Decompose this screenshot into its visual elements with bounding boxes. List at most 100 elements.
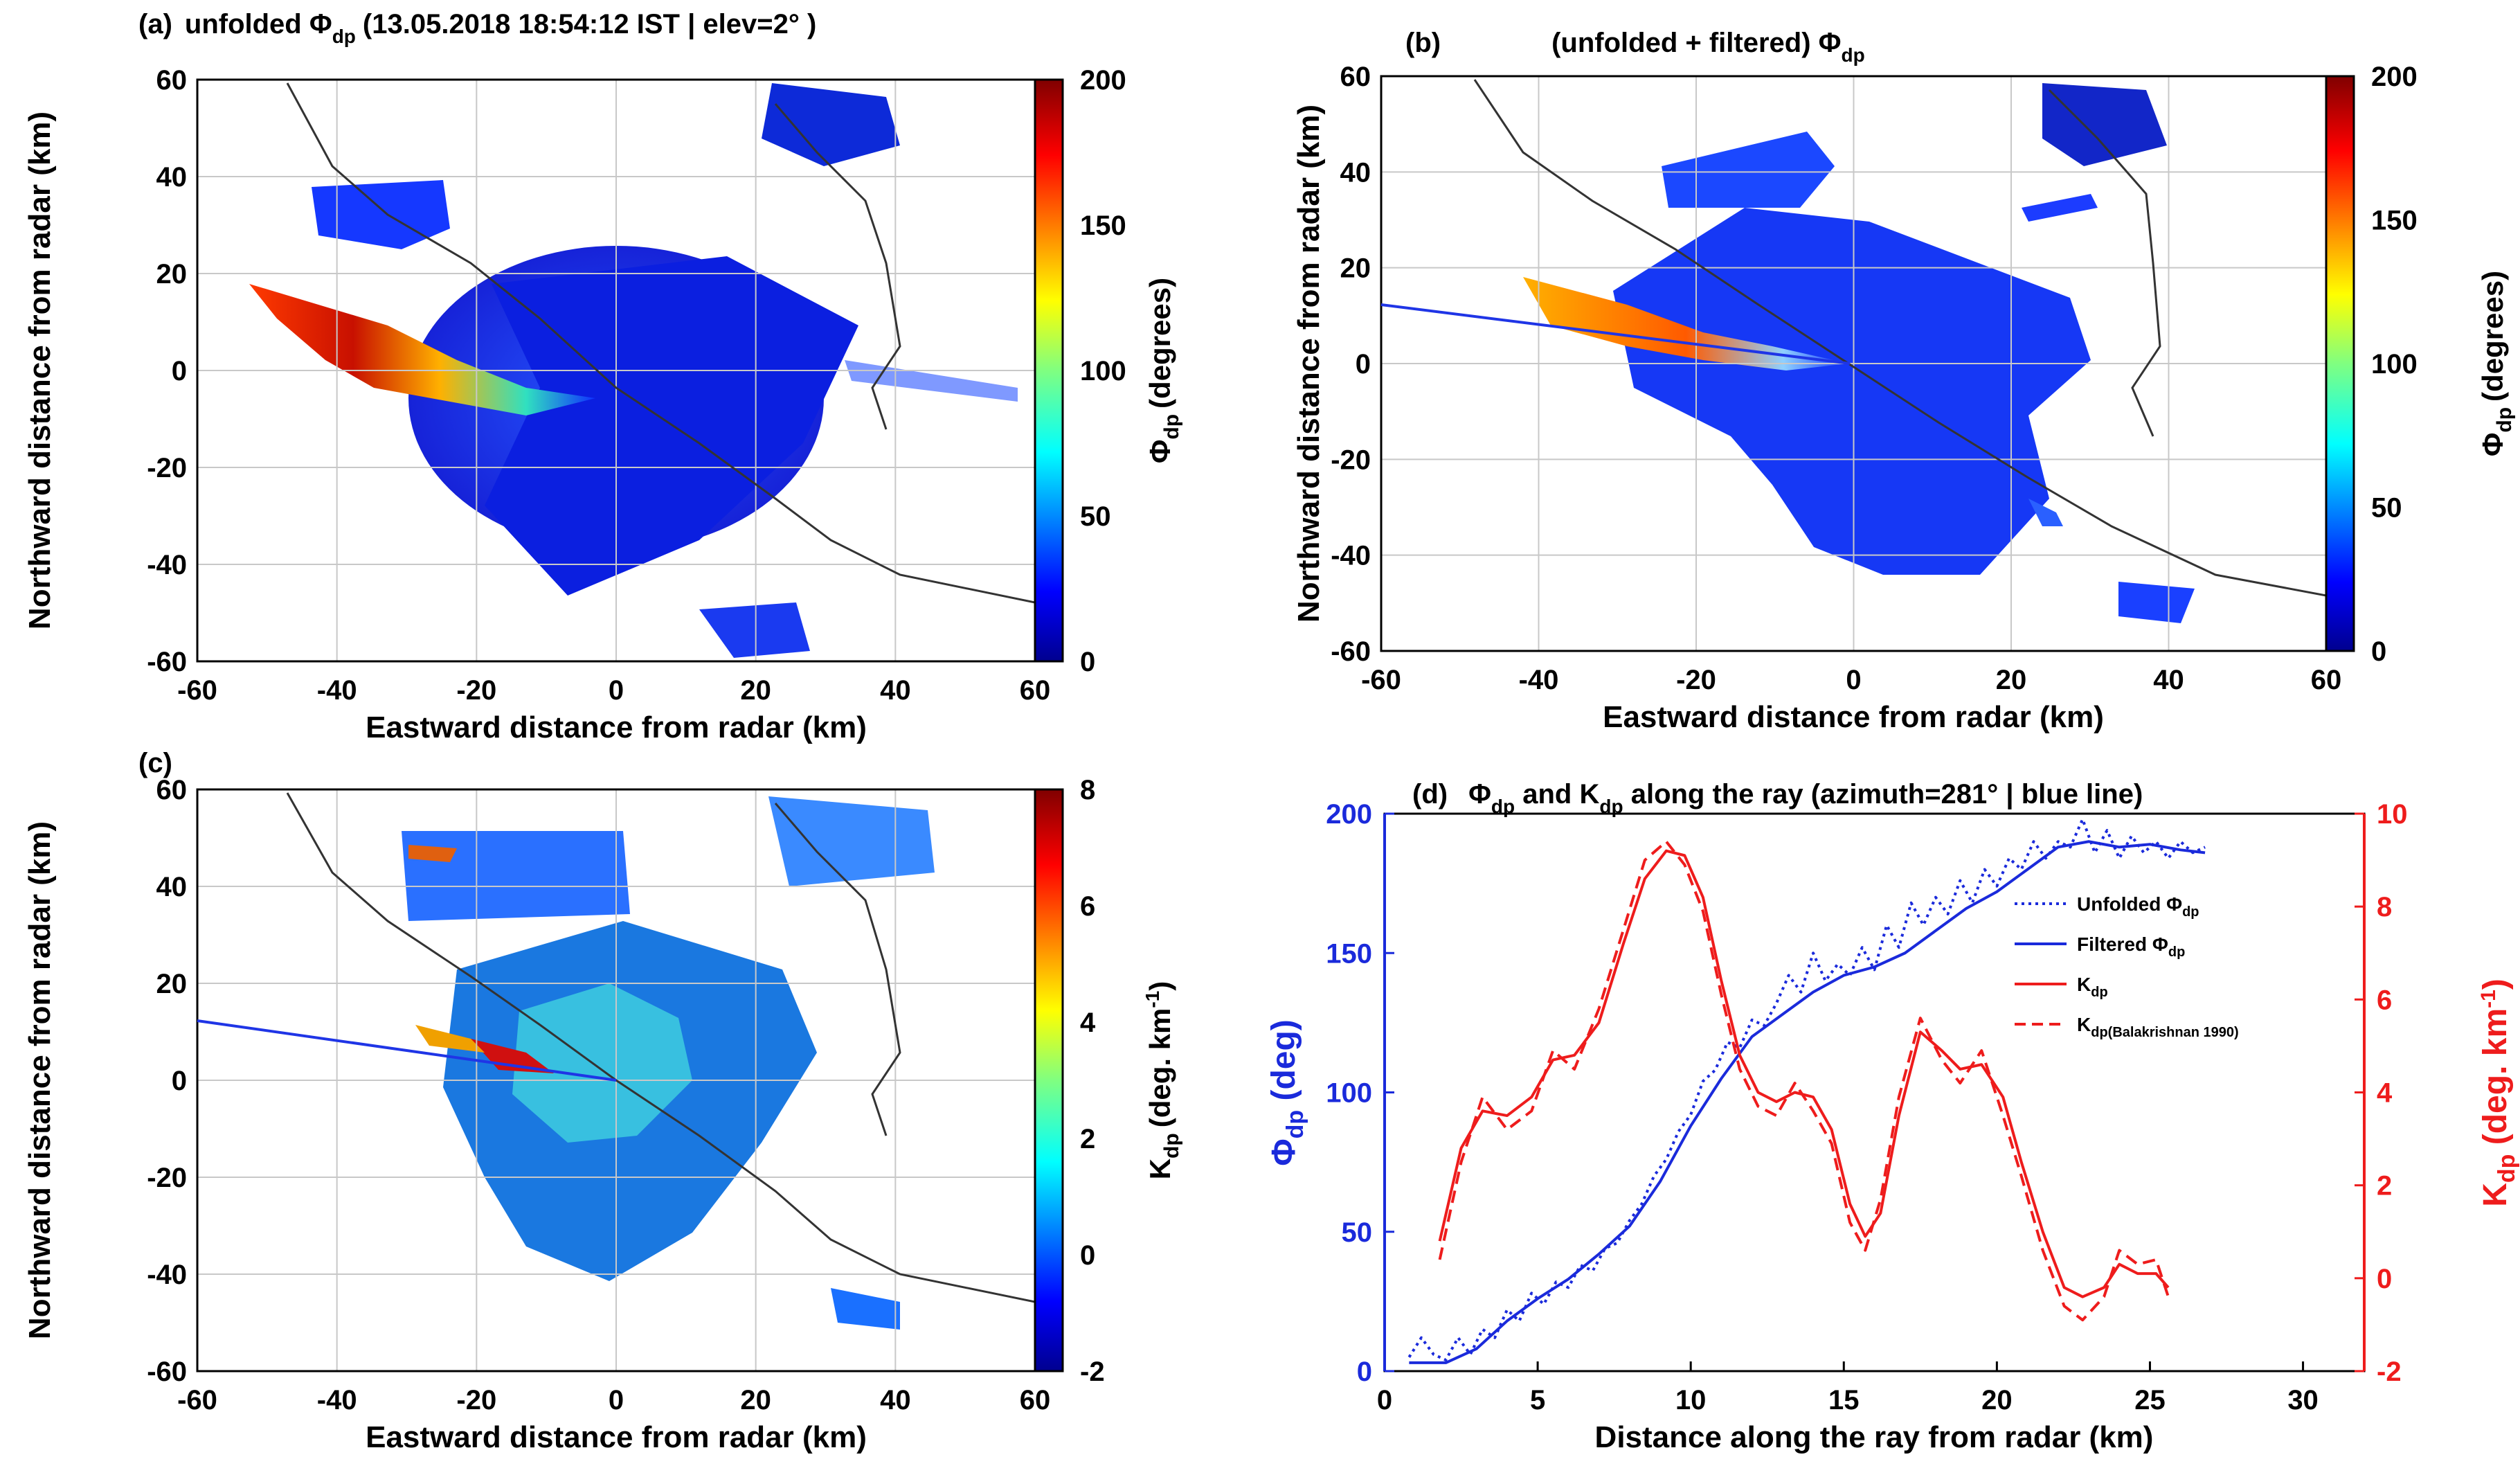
legend-label: Filtered Φdp xyxy=(2077,933,2185,960)
y-right-tick-label: 8 xyxy=(2377,892,2392,922)
y-tick-label: 40 xyxy=(156,872,188,902)
colorbar-tick-label: 200 xyxy=(2371,62,2418,92)
panel-d-axes: 0 5 10 15 20 25 30 0 50 100 150 200 -2 0 2 4 6 8 10 xyxy=(1326,799,2407,1415)
x-tick-label: 0 xyxy=(609,675,624,706)
colorbar-tick-label: 0 xyxy=(1080,1240,1095,1271)
colorbar-tick-label: 50 xyxy=(1080,501,1111,532)
panel-b-xlabel: Eastward distance from radar (km) xyxy=(1603,700,2104,734)
panel-d-xlabel: Distance along the ray from radar (km) xyxy=(1595,1420,2154,1454)
panel-d-ylabel-left: Φdp (deg) xyxy=(1266,1019,1308,1166)
y-right-tick-label: 6 xyxy=(2377,985,2392,1015)
colorbar-tick-label: 4 xyxy=(1080,1008,1096,1038)
panel-b-title: (b) (unfolded + filtered) Φdp xyxy=(1405,28,1865,66)
x-tick-label: -20 xyxy=(456,675,496,706)
x-tick-label: -60 xyxy=(177,1385,217,1415)
y-tick-label: -60 xyxy=(147,647,187,677)
x-tick-label: 40 xyxy=(880,675,911,706)
x-tick-label: 0 xyxy=(609,1385,624,1415)
x-tick-label: 15 xyxy=(1828,1385,1860,1415)
panel-b-ticks: -60 -40 -20 0 20 40 60 60 40 20 0 -20 -40 -60 xyxy=(1331,62,2341,695)
x-tick-label: -40 xyxy=(317,675,357,706)
panel-b-boundary xyxy=(2048,89,2161,437)
panel-b-colorbar-label: Φdp(degrees) xyxy=(2476,271,2516,456)
colorbar-tick-label: 150 xyxy=(2371,206,2418,236)
x-tick-label: -60 xyxy=(177,675,217,706)
panel-c-ticks: -60 -40 -20 0 20 40 60 60 40 20 0 -20 -40 -60 xyxy=(147,775,1050,1415)
y-right-tick-label: 0 xyxy=(2377,1264,2392,1294)
y-tick-label: -40 xyxy=(147,1260,187,1290)
colorbar-tick-label: 0 xyxy=(1080,647,1095,677)
panel-d: 0 5 10 15 20 25 30 0 50 100 150 200 -2 0 2 4 6 8 10 (d) Φdp… xyxy=(1266,779,2520,1454)
x-tick-label: 10 xyxy=(1675,1385,1707,1415)
colorbar-tick-label: 100 xyxy=(1080,356,1126,386)
panel-a-colorbar-ticks: 200 150 100 50 0 xyxy=(1080,65,1126,677)
x-tick-label: 40 xyxy=(2153,665,2184,695)
panel-a-grid xyxy=(197,80,1035,661)
y-left-tick-label: 50 xyxy=(1342,1217,1373,1248)
panel-b-radar-image xyxy=(1523,83,2195,623)
panel-d-legend: Unfolded Φdp Filtered Φdp Kdp Kdp(Balakrish… xyxy=(2015,893,2239,1040)
panel-a-ticks: -60 -40 -20 0 20 40 60 60 40 20 0 -20 -40 -60 xyxy=(147,65,1050,706)
series-line-3 xyxy=(1438,840,2170,1322)
y-tick-label: 0 xyxy=(1356,349,1371,379)
y-tick-label: -40 xyxy=(1331,541,1371,571)
panel-c-xlabel: Eastward distance from radar (km) xyxy=(366,1420,867,1454)
x-tick-label: -60 xyxy=(1361,665,1401,695)
panel-b-colorbar xyxy=(2325,75,2355,652)
colorbar-tick-label: 100 xyxy=(2371,349,2418,379)
panel-a-title: (a) unfolded Φdp (13.05.2018 18:54:12 IST … xyxy=(138,9,816,47)
y-tick-label: 40 xyxy=(156,162,188,193)
y-right-tick-label: 10 xyxy=(2377,799,2408,830)
panel-c-grid xyxy=(197,789,1035,1371)
series-line-0 xyxy=(1409,840,2206,1364)
legend-label: Unfolded Φdp xyxy=(2077,893,2199,920)
panel-b-ylabel: Northward distance from radar (km) xyxy=(1292,105,1326,623)
y-left-tick-label: 100 xyxy=(1326,1078,1372,1109)
legend-label: Kdp xyxy=(2077,974,2108,1000)
x-tick-label: 20 xyxy=(740,675,771,706)
y-left-tick-label: 0 xyxy=(1357,1357,1372,1387)
panel-a-boundary xyxy=(774,103,901,430)
panel-d-title: (d) Φdp and Kdp along the ray (azimuth=28… xyxy=(1412,779,2143,817)
y-tick-label: -60 xyxy=(147,1357,187,1387)
x-tick-label: 5 xyxy=(1530,1385,1545,1415)
y-tick-label: -20 xyxy=(1331,445,1371,475)
panel-d-series xyxy=(1407,818,2206,1364)
colorbar-tick-label: 200 xyxy=(1080,65,1126,96)
legend-label: Kdp(Balakrishnan 1990) xyxy=(2077,1014,2239,1040)
panel-b-ray-line xyxy=(1380,303,1851,365)
panel-d-ylabel-right: Kdp (deg. km-1) xyxy=(2477,978,2520,1207)
x-tick-label: -40 xyxy=(1519,665,1559,695)
x-tick-label: 60 xyxy=(1020,675,1051,706)
colorbar-tick-label: 8 xyxy=(1080,775,1095,805)
panel-c-colorbar-ticks: 8 6 4 2 0 -2 xyxy=(1080,775,1105,1387)
x-tick-label: 0 xyxy=(1377,1385,1392,1415)
colorbar-tick-label: 50 xyxy=(2371,493,2402,524)
panel-b-colorbar-ticks: 200 150 100 50 0 xyxy=(2371,62,2418,667)
y-tick-label: -20 xyxy=(147,1163,187,1193)
x-tick-label: 60 xyxy=(2311,665,2342,695)
y-tick-label: 60 xyxy=(156,65,188,96)
y-tick-label: 20 xyxy=(156,969,188,999)
y-right-tick-label: 2 xyxy=(2377,1171,2392,1201)
panel-c-radar-image xyxy=(402,796,935,1330)
x-tick-label: -20 xyxy=(1676,665,1716,695)
x-tick-label: 0 xyxy=(1846,665,1861,695)
y-tick-label: 20 xyxy=(156,259,188,289)
y-tick-label: -60 xyxy=(1331,636,1371,667)
panel-c-ray-line xyxy=(197,1019,617,1082)
x-tick-label: -40 xyxy=(317,1385,357,1415)
colorbar-tick-label: 6 xyxy=(1080,891,1095,922)
x-tick-label: -20 xyxy=(456,1385,496,1415)
y-tick-label: 60 xyxy=(1340,62,1371,92)
panel-c-title: (c) xyxy=(138,748,172,778)
y-tick-label: 60 xyxy=(156,775,188,805)
panel-a-coastline xyxy=(286,82,1035,604)
y-right-tick-label: -2 xyxy=(2377,1357,2402,1387)
x-tick-label: 20 xyxy=(740,1385,771,1415)
panel-d-frame xyxy=(1383,812,2366,1373)
